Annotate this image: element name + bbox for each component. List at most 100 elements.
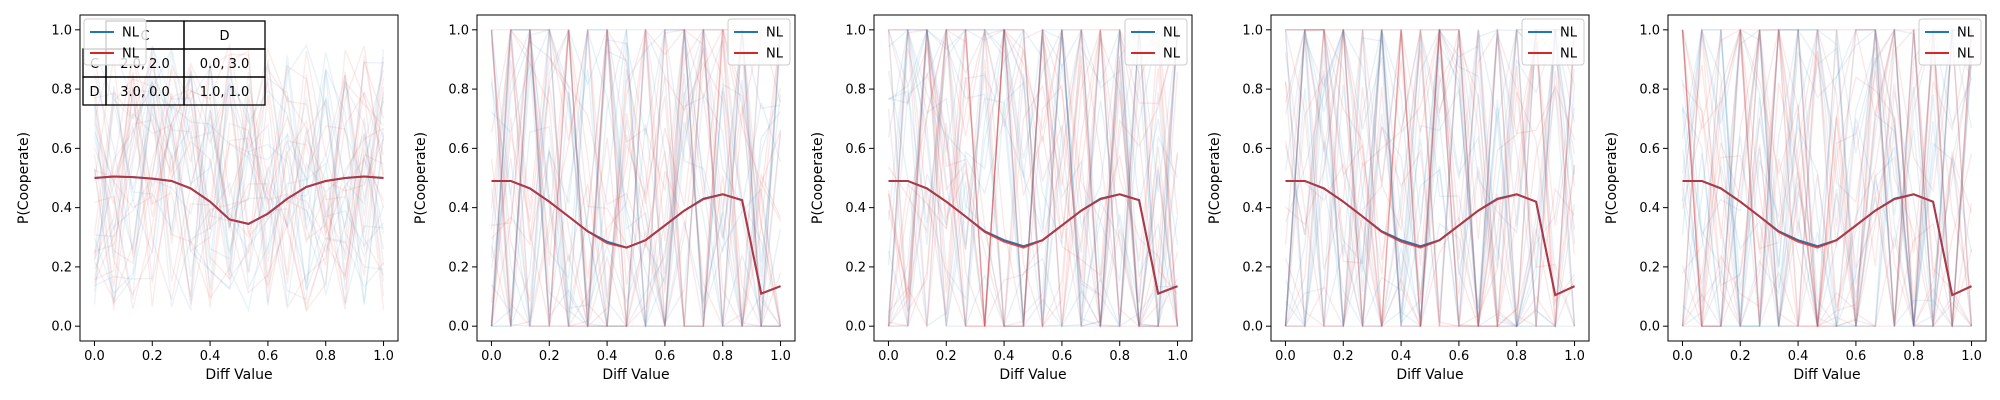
trajectory-line (93, 66, 384, 305)
trajectory-line (1681, 29, 1973, 327)
y-tick-label: 0.8 (1242, 83, 1263, 98)
trajectory-line (887, 29, 1179, 329)
y-tick-label: 1.0 (1242, 23, 1263, 38)
chart-panel-5: 0.0 0.2 0.4 0.6 0.8 1.0 0.0 0.2 0.4 0.6 0.8 1.0 Diff… (1604, 14, 1987, 383)
trajectory-line (887, 27, 1178, 329)
trajectory-line (93, 44, 385, 305)
trajectory-line (93, 69, 385, 295)
trajectory-line (1284, 28, 1576, 329)
plot-area (93, 42, 385, 313)
plot-area (1681, 27, 1973, 329)
trajectory-line (94, 46, 385, 297)
payoff-cell-text: 0.0, 3.0 (200, 57, 250, 72)
y-tick-label: 0.8 (51, 83, 72, 98)
legend-label: NL (122, 47, 140, 62)
x-tick-label: 1.0 (1564, 349, 1585, 364)
trajectory-line (888, 27, 1179, 327)
trajectory-line (887, 27, 1179, 327)
trajectory-line (1285, 27, 1576, 329)
trajectory-line (93, 46, 385, 300)
y-tick-label: 1.0 (1639, 23, 1660, 38)
y-tick-label: 0.2 (448, 260, 469, 275)
trajectory-line (1284, 29, 1576, 327)
legend: NL NL (1124, 18, 1188, 66)
trajectory-line (887, 29, 1178, 327)
trajectory-line (93, 59, 385, 310)
trajectory-line (491, 29, 782, 327)
trajectory-line (1284, 27, 1575, 328)
y-tick-label: 0.0 (1242, 320, 1263, 335)
trajectory-line (887, 29, 1179, 327)
trajectory-line (1681, 29, 1972, 329)
trajectory-line (1681, 29, 1973, 329)
trajectory-line (887, 29, 1178, 327)
axes-frame (79, 14, 399, 342)
trajectory-line (93, 61, 384, 306)
legend-label: NL (766, 47, 784, 62)
trajectory-line (1285, 27, 1576, 327)
trajectory-line (490, 27, 782, 329)
trajectory-line (1681, 27, 1973, 327)
trajectory-line (887, 28, 1179, 327)
legend: NL NL (727, 18, 791, 66)
y-tick-label: 0.6 (51, 142, 72, 157)
trajectory-line (93, 55, 385, 313)
y-axis-label: P(Cooperate) (16, 132, 32, 224)
trajectory-line (1284, 29, 1576, 328)
trajectory-line (1284, 29, 1576, 327)
x-tick-label: 0.2 (1730, 349, 1751, 364)
y-tick-label: 0.0 (448, 320, 469, 335)
x-tick-label: 1.0 (1167, 349, 1188, 364)
trajectory-line (1284, 29, 1575, 327)
trajectory-line (93, 45, 385, 308)
trajectory-line (93, 55, 385, 304)
trajectory-line (1681, 29, 1973, 327)
trajectory-line (888, 29, 1179, 327)
trajectory-line (490, 29, 782, 327)
y-tick-label: 0.2 (51, 260, 72, 275)
trajectory-line (887, 29, 1179, 328)
x-tick-label: 0.4 (994, 349, 1015, 364)
trajectory-line (888, 29, 1179, 329)
trajectory-line (1284, 29, 1576, 328)
x-tick-label: 0.4 (1788, 349, 1809, 364)
trajectory-line (94, 42, 384, 313)
y-axis-label: P(Cooperate) (1207, 132, 1223, 224)
trajectory-line (93, 63, 385, 277)
trajectory-line (93, 66, 385, 310)
trajectory-line (1681, 29, 1973, 327)
x-tick-label: 0.8 (1109, 349, 1130, 364)
y-tick-label: 1.0 (448, 23, 469, 38)
trajectory-line (490, 29, 782, 327)
trajectory-line (887, 28, 1179, 327)
trajectory-line (888, 28, 1179, 327)
x-tick-label: 0.6 (655, 349, 676, 364)
payoff-cell-text: D (89, 85, 99, 100)
trajectory-line (93, 54, 385, 297)
legend-label: NL (1163, 26, 1181, 41)
legend-label: NL (122, 26, 140, 41)
trajectory-line (490, 29, 782, 327)
trajectory-line (887, 28, 1179, 327)
trajectory-line (1681, 29, 1972, 327)
legend-label: NL (766, 26, 784, 41)
trajectory-line (491, 29, 782, 327)
trajectory-line (887, 28, 1179, 327)
trajectory-line (1681, 28, 1973, 327)
x-axis-label: Diff Value (1793, 367, 1860, 383)
trajectory-line (887, 28, 1179, 329)
trajectory-line (93, 53, 385, 279)
x-tick-label: 0.8 (712, 349, 733, 364)
x-tick-label: 0.8 (1903, 349, 1924, 364)
trajectory-line (1284, 29, 1575, 327)
x-axis-label: Diff Value (205, 367, 272, 383)
y-tick-label: 0.0 (1639, 320, 1660, 335)
y-axis-label: P(Cooperate) (810, 132, 826, 224)
trajectory-line (1681, 29, 1973, 327)
trajectory-line (1284, 43, 1576, 327)
x-tick-label: 0.4 (200, 349, 221, 364)
y-tick-label: 0.4 (51, 201, 72, 216)
x-tick-label: 0.4 (1391, 349, 1412, 364)
trajectory-line (1681, 27, 1972, 327)
